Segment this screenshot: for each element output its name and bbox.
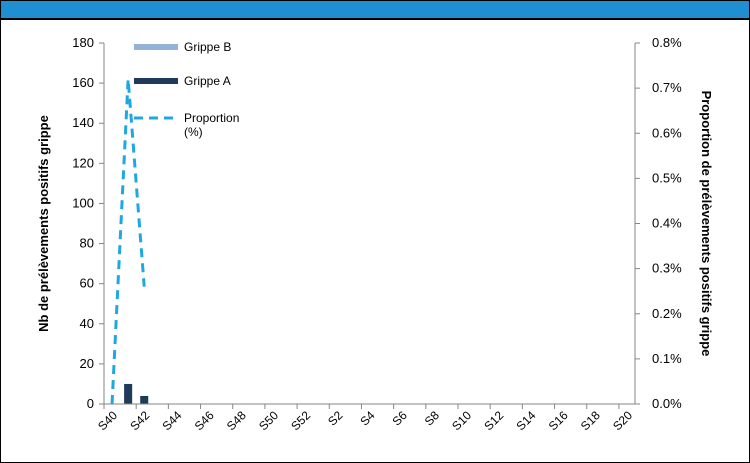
bar [140,395,149,404]
header-bar [1,1,749,20]
x-tick-label: S48 [224,408,249,433]
y-tick-label: 60 [80,276,94,291]
legend-label-proportion: Proportion [184,111,239,125]
line-series [110,78,146,405]
x-tick-label: S50 [256,408,281,433]
proportion-line [110,78,146,405]
y2-tick-label: 0.8% [652,35,682,50]
x-tick-label: S6 [390,408,411,429]
y2-tick-label: 0.7% [652,80,682,95]
y2-tick-label: 0.2% [652,306,682,321]
y-tick-label: 140 [72,115,94,130]
y-tick-label: 100 [72,195,94,210]
y-axis: 0 20 40 60 80 100 120 140 160 180 [72,35,104,411]
y2-tick-label: 0.1% [652,351,682,366]
y2-tick-label: 0.4% [652,216,682,231]
y2-axis: 0.0% 0.1% 0.2% 0.3% 0.4% 0.5% 0.6% 0.7% 0.8% [635,35,682,411]
legend-swatch-grippe-a [134,78,178,84]
y2-axis-title: Proportion de prélèvements positifs grip… [699,91,714,357]
y2-tick-label: 0.6% [652,125,682,140]
y2-tick-label: 0.0% [652,396,682,411]
x-tick-label: S4 [357,408,378,429]
y-tick-label: 40 [80,316,94,331]
x-tick-label: S14 [514,408,539,433]
x-tick-label: S42 [127,408,152,433]
y2-tick-label: 0.5% [652,170,682,185]
legend: Grippe B Grippe A Proportion (%) [134,40,239,139]
y2-tick-label: 0.3% [652,261,682,276]
y-tick-label: 160 [72,75,94,90]
bar [124,383,133,404]
y-tick-label: 80 [80,236,94,251]
legend-swatch-grippe-b [134,44,178,50]
legend-label-proportion-unit: (%) [184,125,203,139]
y-tick-label: 0 [87,396,94,411]
y-axis-title: Nb de prélèvements positifs grippe [36,115,51,332]
y-tick-label: 120 [72,155,94,170]
x-tick-label: S12 [481,408,506,433]
x-axis: S40 S42 S44 S46 S48 S50 S52 S2 S4 S6 S8 S10 S12 S14 S1… [95,404,635,433]
x-tick-label: S44 [160,408,185,433]
y-tick-label: 180 [72,35,94,50]
x-tick-label: S10 [449,408,474,433]
x-tick-label: S40 [95,408,120,433]
legend-label-grippe-b: Grippe B [184,40,231,54]
x-tick-label: S2 [325,408,346,429]
y-tick-label: 20 [80,356,94,371]
x-tick-label: S8 [422,408,443,429]
legend-label-grippe-a: Grippe A [184,74,231,88]
x-tick-label: S20 [610,408,635,433]
x-tick-label: S18 [578,408,603,433]
bar-series [124,383,149,404]
x-tick-label: S52 [288,408,313,433]
x-tick-label: S46 [192,408,217,433]
x-tick-label: S16 [546,408,571,433]
